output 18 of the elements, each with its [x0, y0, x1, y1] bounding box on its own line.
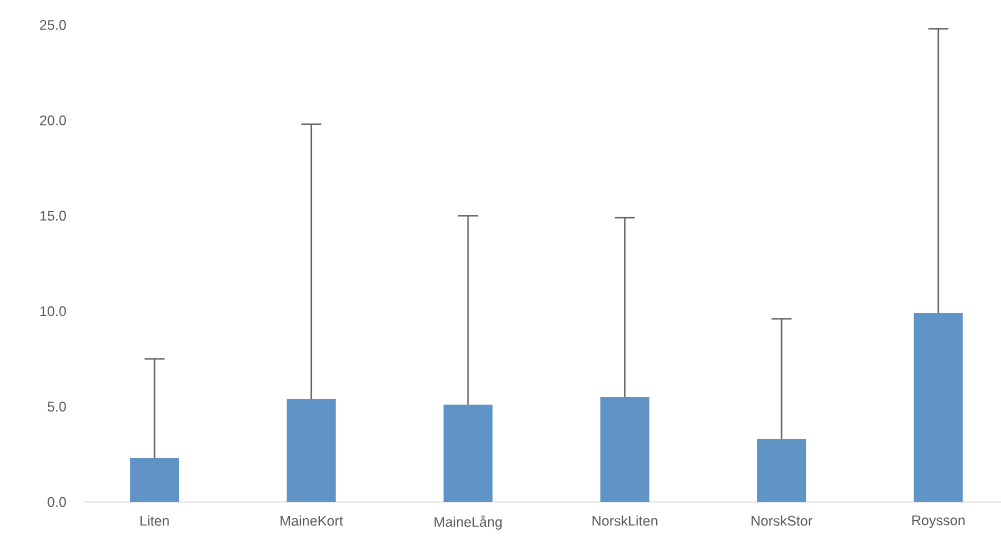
y-tick-label: 10.0	[40, 306, 66, 317]
bar	[130, 458, 180, 502]
bar	[286, 398, 336, 502]
y-tick-label: 25.0	[40, 20, 66, 30]
x-tick-label: MaineLång	[434, 515, 502, 530]
x-tick-label: MaineKort	[280, 515, 343, 526]
y-tick-label: 0.0	[47, 497, 66, 507]
x-tick-label: NorskLiten	[592, 515, 658, 526]
bar	[443, 404, 493, 502]
bar	[600, 397, 650, 502]
x-tick-label: Liten	[140, 515, 169, 526]
y-tick-label: 5.0	[47, 401, 66, 412]
x-tick-label: Roysson	[912, 515, 965, 528]
x-tick-label: NorskStor	[751, 515, 813, 526]
bar	[913, 313, 963, 502]
bar	[757, 439, 807, 502]
y-tick-label: 15.0	[40, 210, 66, 221]
y-tick-label: 20.0	[40, 115, 66, 126]
